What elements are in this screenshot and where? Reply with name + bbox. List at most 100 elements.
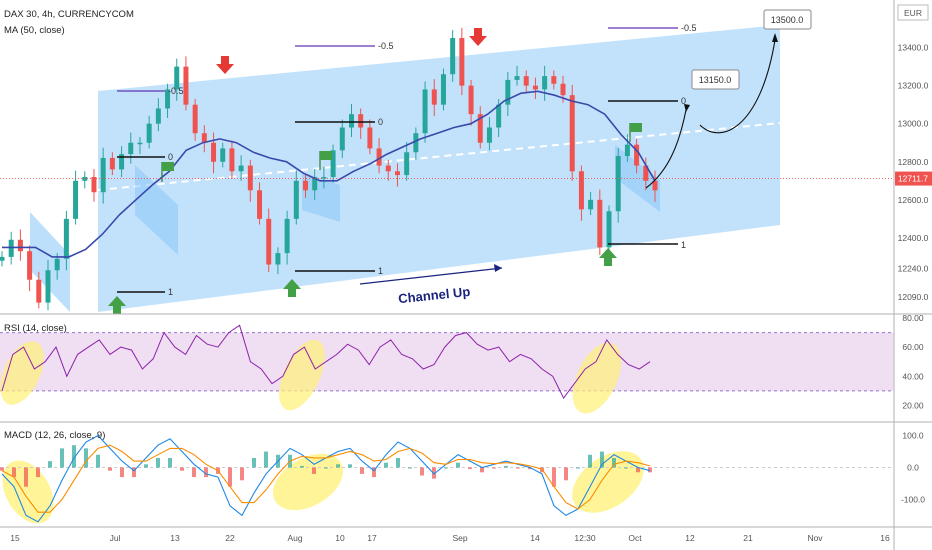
projection-curve-2	[699, 39, 776, 134]
macd-histogram-bar	[120, 467, 124, 478]
bull-flag-1	[30, 212, 70, 312]
candles-group	[0, 27, 658, 311]
macd-histogram-bar	[480, 467, 484, 473]
macd-histogram-bar	[636, 467, 640, 473]
macd-histogram-bar	[300, 465, 304, 468]
symbol-title: DAX 30, 4h, CURRENCYCOM	[4, 9, 134, 20]
candle	[192, 104, 198, 134]
bull-flag-3	[302, 172, 340, 222]
macd-histogram-bar	[228, 467, 232, 487]
ma-indicator-label: MA (50, close)	[4, 25, 65, 36]
time-axis-label: 17	[367, 533, 377, 543]
target-box-13150	[691, 69, 740, 90]
candle	[413, 133, 419, 153]
macd-histogram-bar	[564, 467, 568, 481]
candle	[532, 85, 538, 90]
macd-histogram-bar	[312, 467, 316, 474]
candle	[597, 199, 603, 248]
macd-tick-label: 0.0	[907, 463, 919, 473]
macd-histogram-bar	[456, 462, 460, 468]
candle	[183, 66, 189, 105]
macd-histogram-bar	[612, 457, 616, 468]
currency-box[interactable]	[897, 4, 929, 21]
rsi-tick-label: 60.00	[902, 342, 924, 352]
candle	[542, 76, 548, 90]
time-axis-label: 21	[743, 533, 753, 543]
target-label-13500: 13500.0	[771, 15, 804, 25]
candle	[523, 76, 529, 86]
macd-histogram-bar	[84, 448, 88, 468]
time-axis-label: Oct	[628, 533, 642, 543]
macd-histogram-bar	[96, 454, 100, 468]
ma-50-line	[2, 90, 656, 258]
time-axis-labels: 15 Jul 13 22 Aug 10 17 Sep 14 12:30 Oct 12 21 Nov 16	[10, 533, 890, 543]
macd-histogram-bar	[132, 467, 136, 478]
candle	[137, 142, 143, 145]
candle	[17, 239, 23, 252]
time-axis-label: 10	[335, 533, 345, 543]
macd-histogram-bar	[192, 467, 196, 478]
candle	[100, 157, 106, 193]
candle	[91, 176, 97, 193]
candle	[284, 218, 290, 254]
rsi-highlight-3	[572, 342, 622, 414]
candle	[201, 133, 207, 143]
price-tick-label: 12090.0	[898, 292, 929, 302]
candle	[165, 89, 171, 109]
candle	[8, 239, 14, 257]
time-axis-label: 13	[170, 533, 180, 543]
candle	[615, 156, 621, 212]
rsi-tick-label: 20.00	[902, 400, 924, 410]
macd-histogram-bar	[324, 467, 328, 469]
time-axis-label: 12	[685, 533, 695, 543]
last-price-box	[895, 171, 932, 186]
candle	[551, 76, 557, 84]
candle	[514, 76, 520, 80]
price-tick-label: 12800.0	[898, 157, 929, 167]
candle	[0, 256, 5, 261]
macd-histogram-bar	[492, 467, 496, 469]
rsi-line	[1, 324, 651, 400]
candle	[238, 165, 244, 172]
candle	[348, 114, 354, 128]
macd-histogram-bar	[336, 464, 340, 468]
price-tick-label: 13000.0	[898, 119, 929, 129]
candle	[560, 83, 566, 96]
candle	[422, 89, 428, 134]
macd-histogram-bar	[264, 451, 268, 468]
candle	[358, 114, 364, 128]
macd-histogram-bar	[588, 454, 592, 468]
red-down-arrow-1	[216, 56, 234, 74]
candle	[468, 85, 474, 115]
flag-icon-2	[320, 151, 332, 160]
macd-histogram-bar	[72, 445, 76, 468]
time-axis-label: 12:30	[574, 533, 596, 543]
candle	[229, 148, 235, 172]
candle	[73, 180, 79, 219]
fib-levels: -0.5 -0.5 -0.5 0 0 0 1 1 1	[117, 23, 697, 297]
candle	[624, 144, 630, 157]
fib-1-label-2: 1	[378, 266, 383, 276]
channel-up-arrow-line	[359, 267, 503, 285]
macd-histogram-bar	[60, 448, 64, 468]
fib-0-label-3: 0	[681, 96, 686, 106]
fib-0-label-2: 0	[378, 117, 383, 127]
currency-label: EUR	[904, 8, 922, 18]
candle	[486, 127, 492, 143]
fib-neg05-label-1: -0.5	[168, 86, 184, 96]
macd-histogram-bar	[648, 467, 652, 473]
rsi-tick-label: 40.00	[902, 371, 924, 381]
macd-histogram-bar	[0, 467, 4, 471]
price-tick-label: 12400.0	[898, 233, 929, 243]
green-up-arrow-3	[599, 248, 617, 266]
macd-label: MACD (12, 26, close, 9)	[4, 430, 105, 441]
time-axis-label: 22	[225, 533, 235, 543]
macd-histogram-bar	[12, 467, 16, 478]
flag-icon-1	[162, 162, 174, 171]
bull-flag-2	[135, 165, 178, 255]
price-tick-label: 12600.0	[898, 195, 929, 205]
rsi-label: RSI (14, close)	[4, 323, 67, 334]
candle	[652, 180, 658, 191]
rsi-highlight-1	[0, 341, 44, 405]
